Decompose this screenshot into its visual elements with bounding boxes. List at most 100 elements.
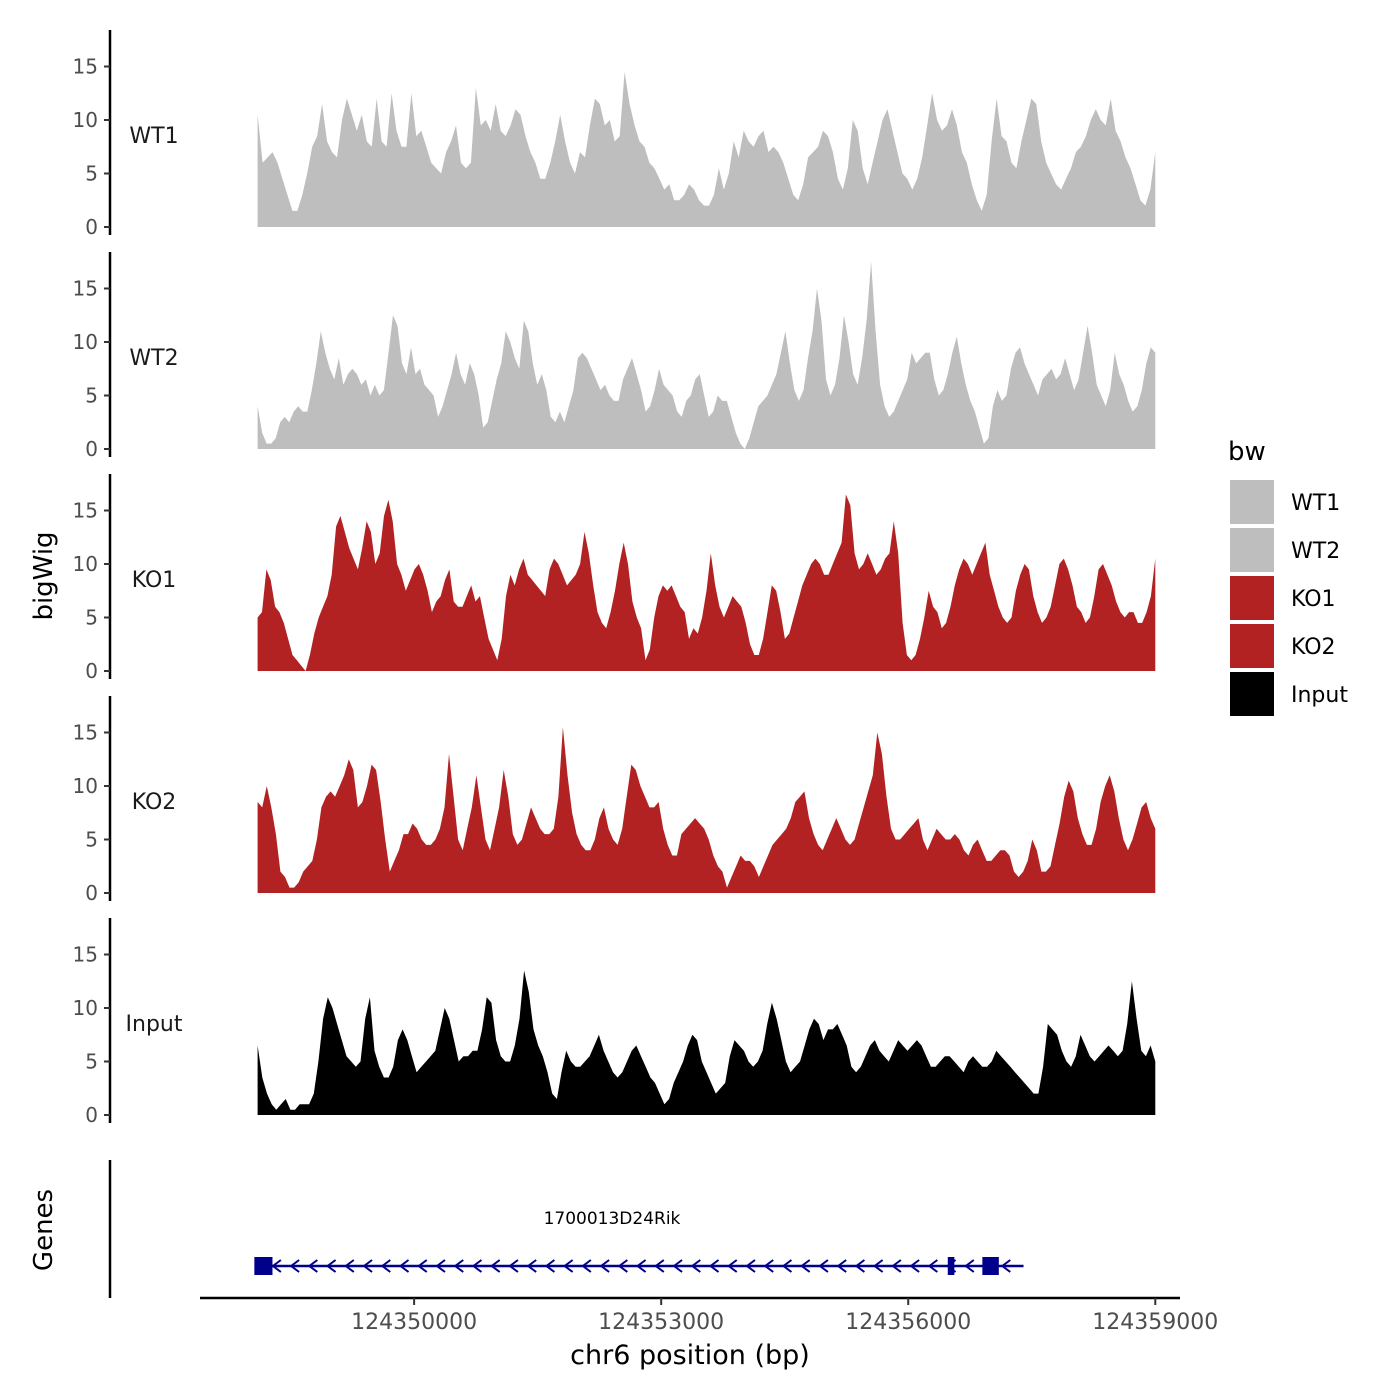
y-tick-label: 5	[85, 162, 98, 186]
genes-track-title: Genes	[29, 1189, 59, 1271]
strand-arrow	[836, 1259, 847, 1273]
y-tick-label: 5	[85, 384, 98, 408]
genes-track	[108, 1160, 1024, 1298]
strand-arrow	[617, 1259, 628, 1273]
y-tick-label: 0	[85, 437, 98, 461]
strand-arrow	[380, 1259, 391, 1273]
y-tick-label: 5	[85, 828, 98, 852]
panel-label-ko2: KO2	[132, 790, 177, 815]
y-tick-label: 15	[73, 499, 98, 523]
strand-arrow	[872, 1259, 884, 1273]
y-tick-label: 0	[85, 659, 98, 683]
strand-arrow	[417, 1259, 428, 1273]
strand-arrow	[672, 1259, 683, 1273]
y-tick-label: 15	[73, 943, 98, 967]
strand-arrow	[745, 1259, 756, 1273]
strand-arrow	[599, 1259, 610, 1273]
strand-arrow	[763, 1259, 774, 1273]
strand-arrow	[289, 1259, 300, 1273]
bigwig-tracks: 0 5 10 15 WT1 0 5 10 15 WT2 0 5 10 15 KO1 0 5 10 15 KO2 0 5 10…	[73, 30, 1156, 1127]
strand-arrow	[690, 1259, 701, 1273]
strand-arrow	[781, 1259, 793, 1273]
strand-arrow	[526, 1259, 537, 1273]
strand-arrow	[471, 1259, 483, 1273]
strand-arrow	[344, 1259, 355, 1273]
area-input	[257, 970, 1156, 1115]
strand-arrow	[964, 1259, 975, 1273]
y-tick-label: 15	[73, 55, 98, 79]
strand-arrow	[307, 1259, 318, 1273]
strand-arrow	[727, 1259, 738, 1273]
panel-label-input: Input	[126, 1012, 183, 1037]
exon	[982, 1257, 999, 1275]
x-tick-label: 124350000	[351, 1310, 477, 1335]
strand-arrow	[818, 1259, 829, 1273]
gene-name-label: 1700013D24Rik	[544, 1209, 681, 1229]
strand-arrow	[453, 1259, 464, 1273]
strand-arrow	[581, 1259, 592, 1273]
strand-arrow	[708, 1259, 720, 1273]
strand-arrow	[362, 1259, 373, 1273]
legend-label-wt1: WT1	[1291, 491, 1340, 516]
area-ko1	[257, 494, 1156, 671]
legend-swatch-wt1	[1230, 480, 1274, 524]
panel-ko2: 0 5 10 15 KO2	[73, 696, 1156, 905]
y-tick-label: 5	[85, 1050, 98, 1074]
legend-swatch-ko2	[1230, 624, 1274, 668]
panel-label-wt2: WT2	[129, 346, 178, 371]
strand-arrow	[854, 1259, 866, 1273]
y-tick-label: 0	[85, 1103, 98, 1127]
strand-arrow	[271, 1259, 282, 1273]
strand-arrow	[635, 1259, 647, 1273]
panel-label-ko1: KO1	[132, 568, 177, 593]
x-axis: 124350000 124353000 124356000 124359000	[200, 1296, 1218, 1335]
strand-arrow	[490, 1259, 501, 1273]
strand-arrow	[508, 1259, 519, 1273]
panel-wt1: 0 5 10 15 WT1	[73, 30, 1156, 239]
strand-arrow	[1000, 1259, 1011, 1273]
x-axis-title: chr6 position (bp)	[570, 1340, 810, 1371]
legend: bw WT1 WT2 KO1 KO2 Input	[1228, 437, 1348, 716]
exon	[947, 1257, 955, 1275]
area-ko2	[257, 727, 1156, 893]
strand-arrow	[562, 1259, 574, 1273]
strand-arrow	[435, 1259, 446, 1273]
legend-swatch-input	[1230, 672, 1274, 716]
x-tick-label: 124353000	[598, 1310, 724, 1335]
y-tick-label: 10	[73, 552, 98, 576]
panel-input: 0 5 10 15 Input	[73, 918, 1156, 1127]
strand-arrow	[909, 1259, 920, 1273]
legend-swatch-ko1	[1230, 576, 1274, 620]
strand-arrow	[891, 1259, 902, 1273]
panel-wt2: 0 5 10 15 WT2	[73, 252, 1156, 461]
strand-arrow	[654, 1259, 665, 1273]
legend-title: bw	[1228, 437, 1266, 467]
y-tick-label: 10	[73, 108, 98, 132]
legend-label-ko2: KO2	[1291, 635, 1336, 660]
area-wt1	[257, 71, 1156, 228]
x-tick-label: 124359000	[1092, 1310, 1218, 1335]
y-tick-label: 0	[85, 215, 98, 239]
x-tick-label: 124356000	[845, 1310, 971, 1335]
y-tick-label: 10	[73, 774, 98, 798]
legend-swatch-wt2	[1230, 528, 1274, 572]
strand-arrow	[544, 1259, 556, 1273]
y-tick-label: 0	[85, 881, 98, 905]
legend-label-input: Input	[1291, 683, 1348, 708]
y-tick-label: 5	[85, 606, 98, 630]
area-wt2	[257, 261, 1156, 449]
y-axis-title: bigWig	[29, 531, 59, 620]
y-tick-label: 10	[73, 330, 98, 354]
y-tick-label: 15	[73, 721, 98, 745]
strand-arrow	[325, 1259, 337, 1273]
strand-arrow	[800, 1259, 811, 1273]
exon	[254, 1257, 273, 1275]
strand-arrow	[398, 1259, 410, 1273]
panel-ko1: 0 5 10 15 KO1	[73, 474, 1156, 683]
y-tick-label: 15	[73, 277, 98, 301]
legend-label-wt2: WT2	[1291, 539, 1340, 564]
strand-arrow	[927, 1259, 938, 1273]
legend-label-ko1: KO1	[1291, 587, 1336, 612]
panel-label-wt1: WT1	[129, 124, 178, 149]
